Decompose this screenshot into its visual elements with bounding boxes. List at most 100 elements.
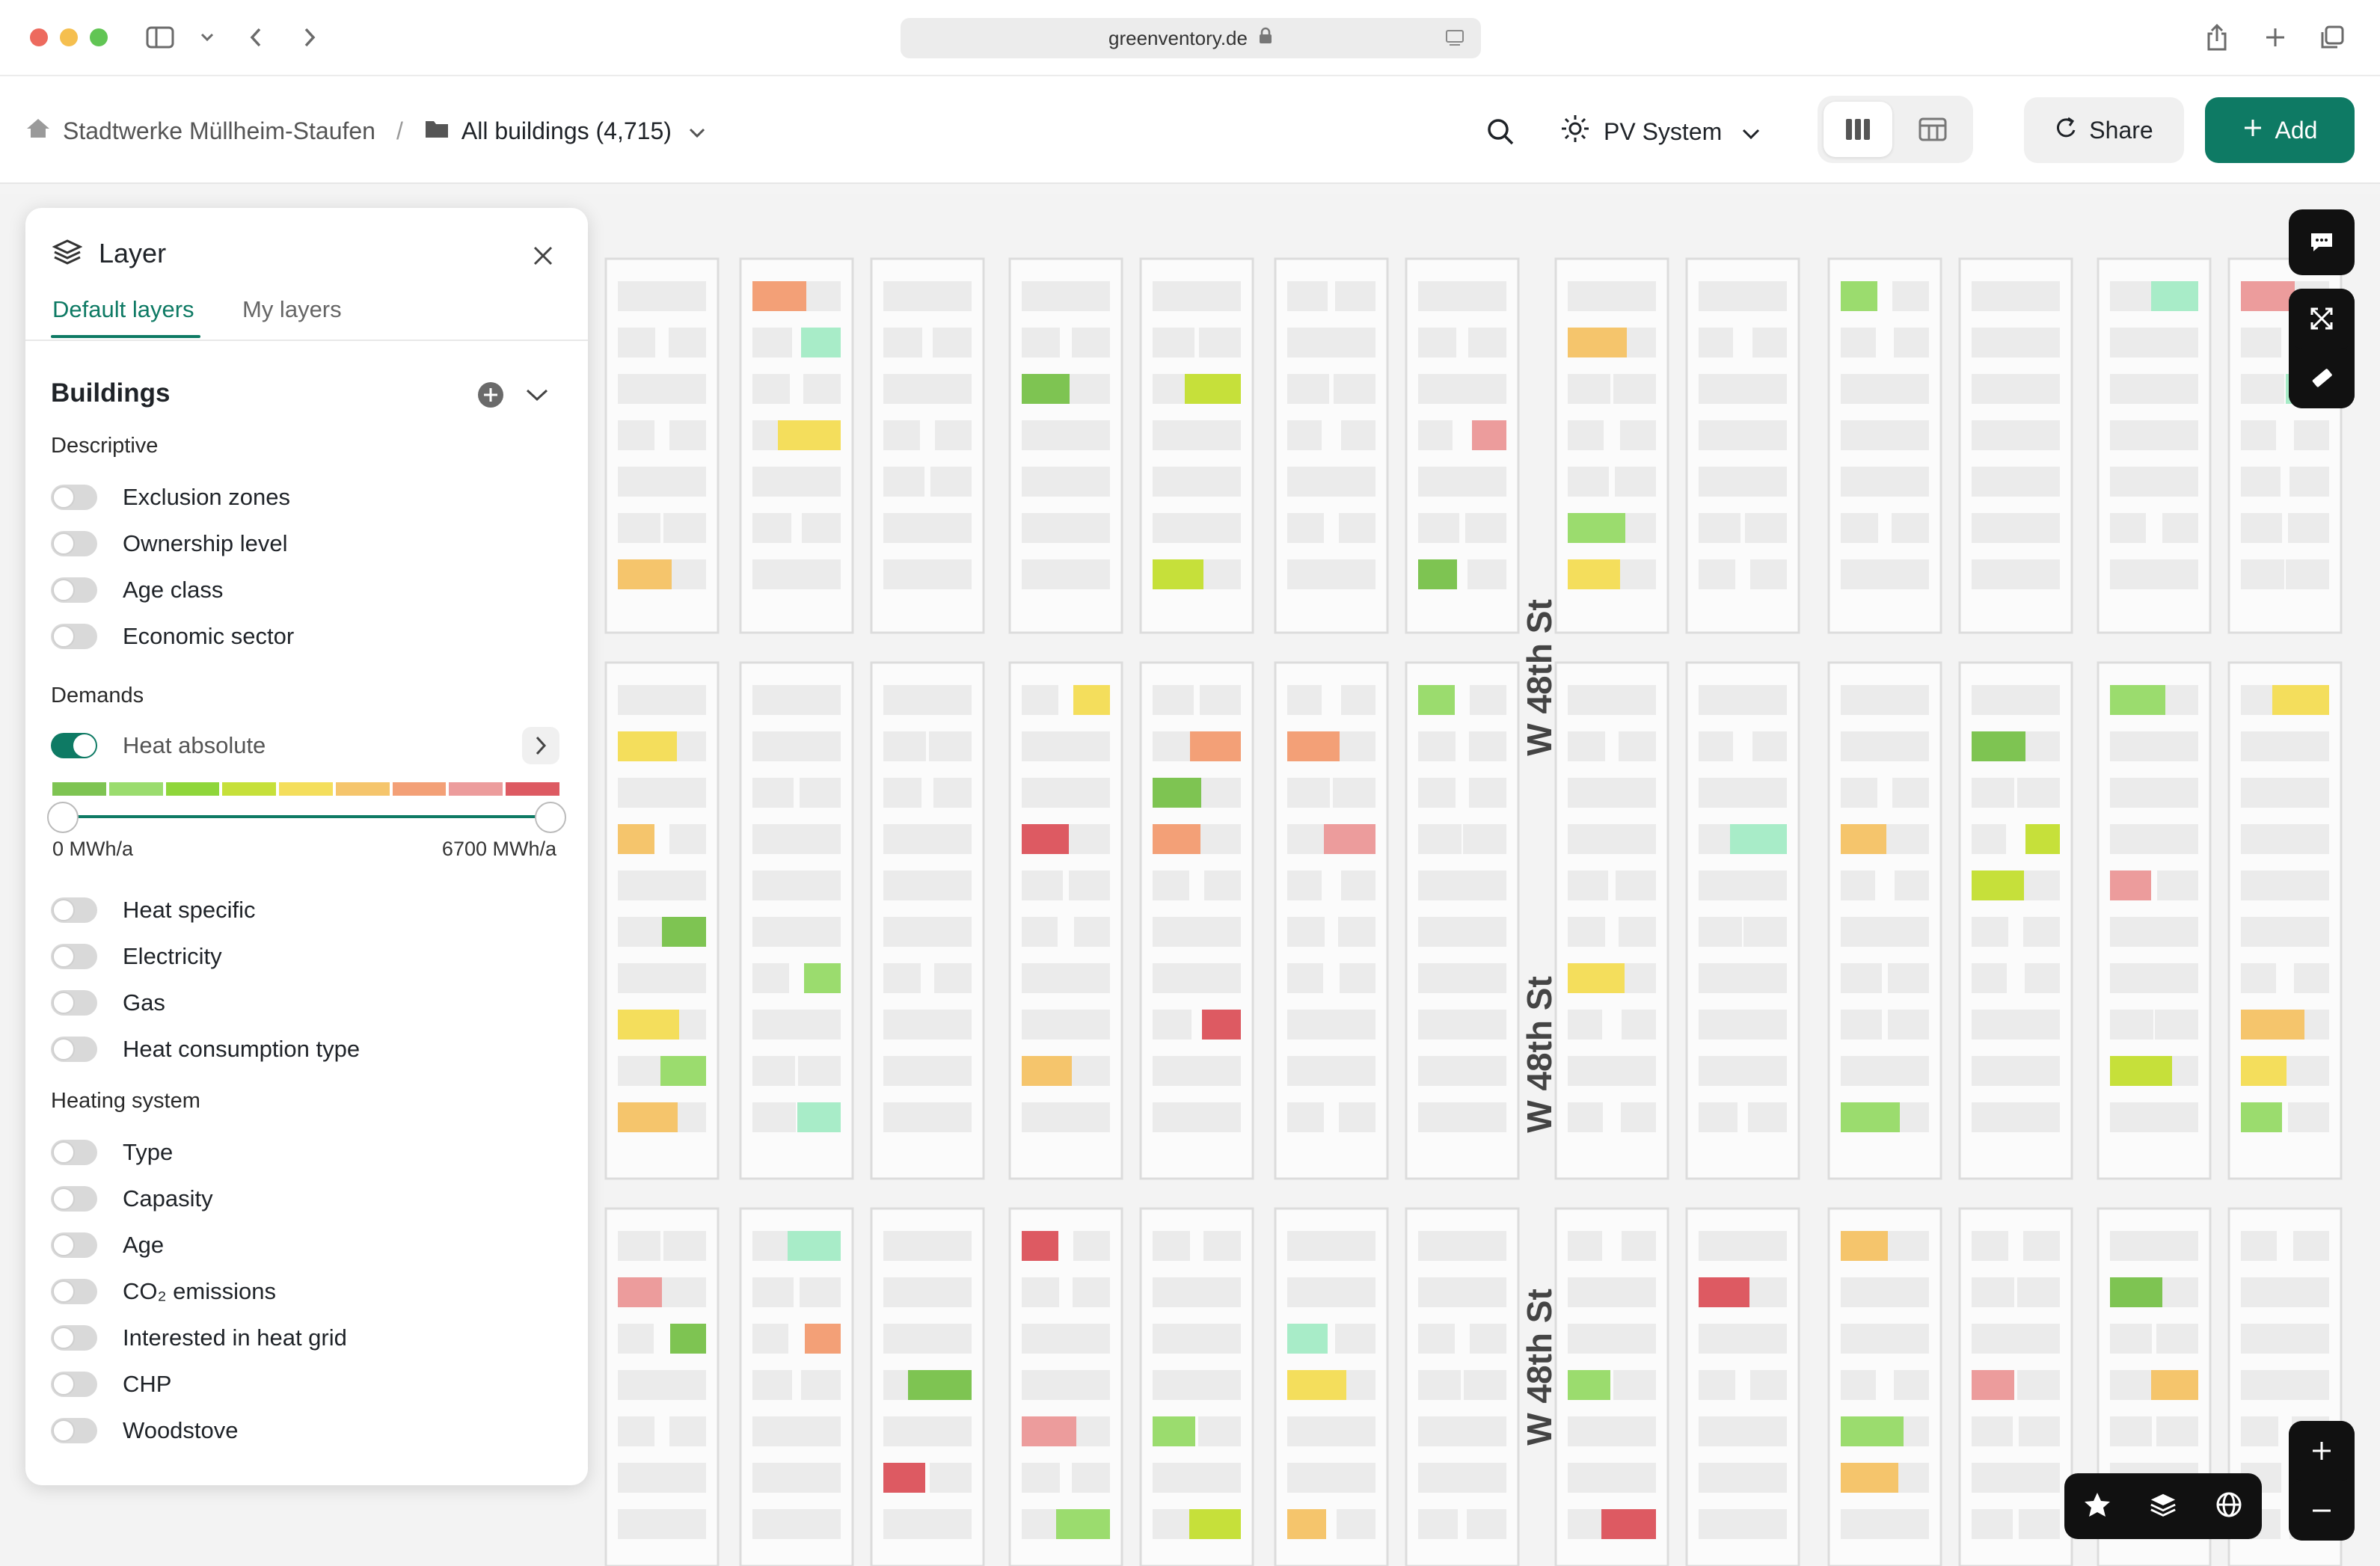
building[interactable] (2017, 1277, 2060, 1307)
building[interactable] (2025, 963, 2060, 993)
building[interactable] (803, 374, 841, 404)
building[interactable] (1568, 1010, 1602, 1040)
building[interactable] (2241, 1056, 2287, 1086)
building[interactable] (1699, 328, 1733, 357)
building[interactable] (1841, 731, 1885, 761)
building[interactable] (752, 778, 794, 808)
building[interactable] (1883, 824, 1929, 854)
ruler-icon[interactable] (2289, 348, 2355, 408)
building[interactable] (797, 685, 841, 715)
layer-toggle-row[interactable]: Type (51, 1134, 173, 1171)
building[interactable] (1568, 685, 1616, 715)
building[interactable] (1606, 281, 1656, 311)
building[interactable] (1972, 1231, 2008, 1261)
building[interactable] (1470, 1324, 1506, 1354)
building[interactable] (1069, 870, 1110, 900)
building[interactable] (2286, 559, 2329, 589)
building[interactable] (1740, 778, 1787, 808)
building[interactable] (908, 1416, 972, 1446)
building[interactable] (1892, 281, 1929, 311)
building[interactable] (782, 917, 841, 947)
building[interactable] (1568, 467, 1609, 497)
building[interactable] (1073, 1277, 1110, 1307)
building[interactable] (1182, 1056, 1241, 1086)
add-button[interactable]: Add (2205, 97, 2355, 163)
layer-toggle-row[interactable]: Ownership level (51, 525, 288, 562)
building[interactable] (1620, 420, 1656, 450)
building[interactable] (1341, 420, 1375, 450)
building[interactable] (883, 328, 922, 357)
building[interactable] (752, 870, 798, 900)
building[interactable] (934, 963, 972, 993)
building[interactable] (2005, 1463, 2060, 1493)
building[interactable] (1750, 559, 1787, 589)
toggle-switch[interactable] (51, 531, 97, 556)
building[interactable] (1888, 1010, 1929, 1040)
building[interactable] (2278, 778, 2329, 808)
building[interactable] (1729, 1463, 1787, 1493)
building[interactable] (1596, 1324, 1656, 1354)
building[interactable] (1202, 1010, 1241, 1040)
building[interactable] (2270, 870, 2329, 900)
building[interactable] (1287, 685, 1322, 715)
building[interactable] (921, 281, 972, 311)
building[interactable] (2110, 1056, 2172, 1086)
building[interactable] (1052, 1010, 1110, 1040)
building[interactable] (663, 1231, 706, 1261)
building[interactable] (1841, 963, 1882, 993)
building[interactable] (1568, 1370, 1610, 1400)
building[interactable] (1333, 778, 1375, 808)
layer-toggle-row[interactable]: Age (51, 1226, 164, 1264)
building[interactable] (1022, 963, 1066, 993)
building[interactable] (1841, 824, 1886, 854)
building[interactable] (1999, 281, 2060, 311)
building[interactable] (798, 1056, 841, 1086)
building[interactable] (1022, 778, 1069, 808)
building[interactable] (1467, 1509, 1506, 1539)
building[interactable] (1603, 1416, 1656, 1446)
building[interactable] (1199, 328, 1241, 357)
building[interactable] (1568, 917, 1605, 947)
building[interactable] (921, 917, 972, 947)
building[interactable] (2147, 778, 2198, 808)
building[interactable] (1153, 917, 1200, 947)
building[interactable] (1324, 1416, 1375, 1446)
building[interactable] (1741, 1056, 1787, 1086)
building[interactable] (2110, 963, 2156, 993)
toggle-switch[interactable] (51, 733, 97, 758)
building[interactable] (1622, 1231, 1656, 1261)
toggle-switch[interactable] (51, 1279, 97, 1304)
building[interactable] (2002, 467, 2060, 497)
globe-icon[interactable] (2215, 1490, 2243, 1523)
building[interactable] (1448, 1231, 1506, 1261)
building[interactable] (2241, 467, 2281, 497)
building[interactable] (1418, 778, 1456, 808)
building[interactable] (1073, 1231, 1110, 1261)
building[interactable] (1418, 420, 1453, 450)
building[interactable] (2011, 420, 2060, 450)
building[interactable] (1454, 1102, 1506, 1132)
building[interactable] (1841, 1102, 1900, 1132)
layer-toggle-row[interactable]: Interested in heat grid (51, 1319, 347, 1357)
building[interactable] (1841, 1416, 1904, 1446)
building[interactable] (1055, 420, 1110, 450)
building[interactable] (1287, 281, 1328, 311)
building[interactable] (883, 374, 928, 404)
building[interactable] (618, 1370, 662, 1400)
building[interactable] (1203, 1231, 1241, 1261)
building[interactable] (663, 513, 706, 543)
building[interactable] (1619, 917, 1656, 947)
building[interactable] (1153, 1463, 1198, 1493)
layer-toggle-row[interactable]: Heat consumption type (51, 1031, 360, 1068)
building[interactable] (910, 1231, 972, 1261)
building[interactable] (618, 420, 654, 450)
building[interactable] (1341, 685, 1375, 715)
building[interactable] (787, 467, 841, 497)
building[interactable] (1972, 1277, 2014, 1307)
building[interactable] (618, 870, 664, 900)
building[interactable] (1022, 685, 1058, 715)
building[interactable] (657, 281, 706, 311)
building[interactable] (2110, 281, 2157, 311)
building[interactable] (618, 1010, 679, 1040)
building[interactable] (1153, 281, 1200, 311)
